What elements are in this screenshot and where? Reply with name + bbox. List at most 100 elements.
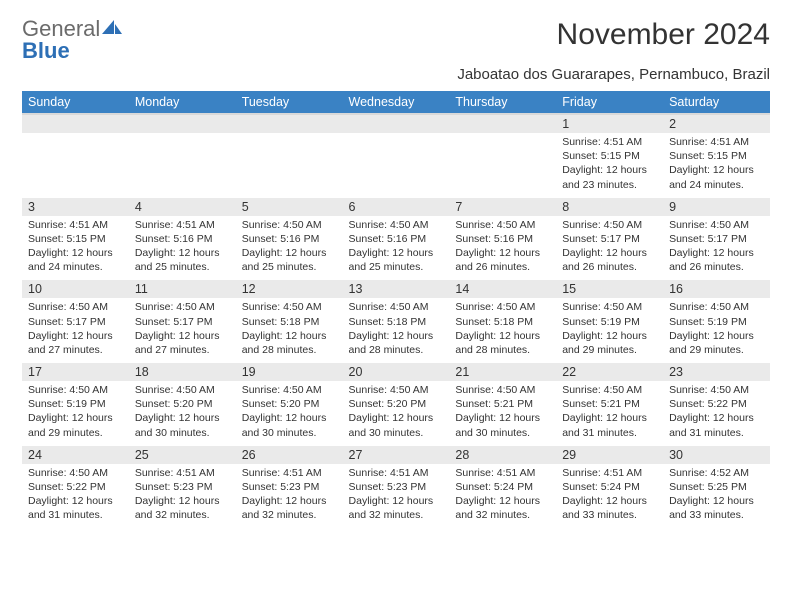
sunset-text: Sunset: 5:23 PM xyxy=(349,480,444,494)
daylight-text-2: and 26 minutes. xyxy=(669,260,764,274)
sunrise-text: Sunrise: 4:51 AM xyxy=(135,466,230,480)
daylight-text-2: and 30 minutes. xyxy=(242,426,337,440)
day-number xyxy=(129,114,236,133)
daylight-text-2: and 23 minutes. xyxy=(562,178,657,192)
daylight-text-1: Daylight: 12 hours xyxy=(349,411,444,425)
day-number: 28 xyxy=(449,446,556,464)
day-cell xyxy=(343,133,450,198)
day-number: 6 xyxy=(343,198,450,216)
sunset-text: Sunset: 5:17 PM xyxy=(562,232,657,246)
sunset-text: Sunset: 5:22 PM xyxy=(669,397,764,411)
day-cell: Sunrise: 4:50 AMSunset: 5:18 PMDaylight:… xyxy=(343,298,450,363)
day-number: 1 xyxy=(556,114,663,133)
day-number-row: 10111213141516 xyxy=(22,280,770,298)
day-body-row: Sunrise: 4:51 AMSunset: 5:15 PMDaylight:… xyxy=(22,216,770,281)
sunset-text: Sunset: 5:16 PM xyxy=(455,232,550,246)
day-number: 19 xyxy=(236,363,343,381)
daylight-text-1: Daylight: 12 hours xyxy=(669,329,764,343)
page-title: November 2024 xyxy=(557,18,770,52)
day-number: 25 xyxy=(129,446,236,464)
day-cell: Sunrise: 4:51 AMSunset: 5:16 PMDaylight:… xyxy=(129,216,236,281)
day-cell: Sunrise: 4:51 AMSunset: 5:23 PMDaylight:… xyxy=(129,464,236,529)
daylight-text-2: and 25 minutes. xyxy=(242,260,337,274)
day-body-row: Sunrise: 4:51 AMSunset: 5:15 PMDaylight:… xyxy=(22,133,770,198)
sunset-text: Sunset: 5:23 PM xyxy=(135,480,230,494)
sunset-text: Sunset: 5:16 PM xyxy=(242,232,337,246)
day-header: Monday xyxy=(129,91,236,114)
day-cell: Sunrise: 4:51 AMSunset: 5:24 PMDaylight:… xyxy=(556,464,663,529)
daylight-text-1: Daylight: 12 hours xyxy=(455,246,550,260)
sunrise-text: Sunrise: 4:51 AM xyxy=(455,466,550,480)
daylight-text-1: Daylight: 12 hours xyxy=(349,329,444,343)
day-number: 3 xyxy=(22,198,129,216)
sunrise-text: Sunrise: 4:50 AM xyxy=(455,300,550,314)
day-cell: Sunrise: 4:50 AMSunset: 5:16 PMDaylight:… xyxy=(449,216,556,281)
day-number: 23 xyxy=(663,363,770,381)
daylight-text-1: Daylight: 12 hours xyxy=(455,329,550,343)
sunset-text: Sunset: 5:17 PM xyxy=(28,315,123,329)
sunrise-text: Sunrise: 4:50 AM xyxy=(455,383,550,397)
sunrise-text: Sunrise: 4:51 AM xyxy=(562,466,657,480)
day-number: 18 xyxy=(129,363,236,381)
daylight-text-1: Daylight: 12 hours xyxy=(28,411,123,425)
sunset-text: Sunset: 5:18 PM xyxy=(242,315,337,329)
sunrise-text: Sunrise: 4:50 AM xyxy=(669,300,764,314)
sunset-text: Sunset: 5:25 PM xyxy=(669,480,764,494)
day-number: 17 xyxy=(22,363,129,381)
daylight-text-2: and 26 minutes. xyxy=(562,260,657,274)
day-cell: Sunrise: 4:50 AMSunset: 5:16 PMDaylight:… xyxy=(343,216,450,281)
day-cell: Sunrise: 4:50 AMSunset: 5:20 PMDaylight:… xyxy=(343,381,450,446)
calendar-table: Sunday Monday Tuesday Wednesday Thursday… xyxy=(22,91,770,528)
day-number: 22 xyxy=(556,363,663,381)
day-header: Tuesday xyxy=(236,91,343,114)
sunrise-text: Sunrise: 4:50 AM xyxy=(242,300,337,314)
daylight-text-2: and 29 minutes. xyxy=(28,426,123,440)
day-header: Thursday xyxy=(449,91,556,114)
daylight-text-1: Daylight: 12 hours xyxy=(242,494,337,508)
day-number: 11 xyxy=(129,280,236,298)
day-number: 29 xyxy=(556,446,663,464)
day-cell: Sunrise: 4:50 AMSunset: 5:17 PMDaylight:… xyxy=(22,298,129,363)
day-number: 30 xyxy=(663,446,770,464)
daylight-text-2: and 30 minutes. xyxy=(135,426,230,440)
day-cell: Sunrise: 4:50 AMSunset: 5:17 PMDaylight:… xyxy=(129,298,236,363)
day-body-row: Sunrise: 4:50 AMSunset: 5:22 PMDaylight:… xyxy=(22,464,770,529)
day-number: 12 xyxy=(236,280,343,298)
sunset-text: Sunset: 5:20 PM xyxy=(135,397,230,411)
day-header-row: Sunday Monday Tuesday Wednesday Thursday… xyxy=(22,91,770,114)
sunrise-text: Sunrise: 4:50 AM xyxy=(455,218,550,232)
daylight-text-1: Daylight: 12 hours xyxy=(135,329,230,343)
day-cell: Sunrise: 4:50 AMSunset: 5:21 PMDaylight:… xyxy=(449,381,556,446)
day-cell xyxy=(129,133,236,198)
daylight-text-1: Daylight: 12 hours xyxy=(669,246,764,260)
day-number: 4 xyxy=(129,198,236,216)
daylight-text-1: Daylight: 12 hours xyxy=(562,246,657,260)
sunset-text: Sunset: 5:16 PM xyxy=(349,232,444,246)
sunrise-text: Sunrise: 4:50 AM xyxy=(349,218,444,232)
sunset-text: Sunset: 5:24 PM xyxy=(455,480,550,494)
day-number xyxy=(22,114,129,133)
sunrise-text: Sunrise: 4:50 AM xyxy=(28,383,123,397)
sunset-text: Sunset: 5:19 PM xyxy=(562,315,657,329)
day-number xyxy=(449,114,556,133)
day-number: 10 xyxy=(22,280,129,298)
sunrise-text: Sunrise: 4:50 AM xyxy=(669,218,764,232)
day-cell: Sunrise: 4:50 AMSunset: 5:20 PMDaylight:… xyxy=(236,381,343,446)
day-cell: Sunrise: 4:50 AMSunset: 5:22 PMDaylight:… xyxy=(663,381,770,446)
daylight-text-2: and 27 minutes. xyxy=(28,343,123,357)
day-header: Saturday xyxy=(663,91,770,114)
sunset-text: Sunset: 5:15 PM xyxy=(562,149,657,163)
day-cell: Sunrise: 4:50 AMSunset: 5:17 PMDaylight:… xyxy=(556,216,663,281)
day-number: 8 xyxy=(556,198,663,216)
day-cell xyxy=(449,133,556,198)
daylight-text-2: and 28 minutes. xyxy=(242,343,337,357)
day-cell: Sunrise: 4:50 AMSunset: 5:18 PMDaylight:… xyxy=(449,298,556,363)
daylight-text-2: and 31 minutes. xyxy=(669,426,764,440)
daylight-text-2: and 26 minutes. xyxy=(455,260,550,274)
location-text: Jaboatao dos Guararapes, Pernambuco, Bra… xyxy=(22,66,770,83)
daylight-text-1: Daylight: 12 hours xyxy=(349,494,444,508)
sunrise-text: Sunrise: 4:50 AM xyxy=(562,218,657,232)
day-cell: Sunrise: 4:50 AMSunset: 5:17 PMDaylight:… xyxy=(663,216,770,281)
sunrise-text: Sunrise: 4:50 AM xyxy=(349,383,444,397)
daylight-text-1: Daylight: 12 hours xyxy=(455,411,550,425)
